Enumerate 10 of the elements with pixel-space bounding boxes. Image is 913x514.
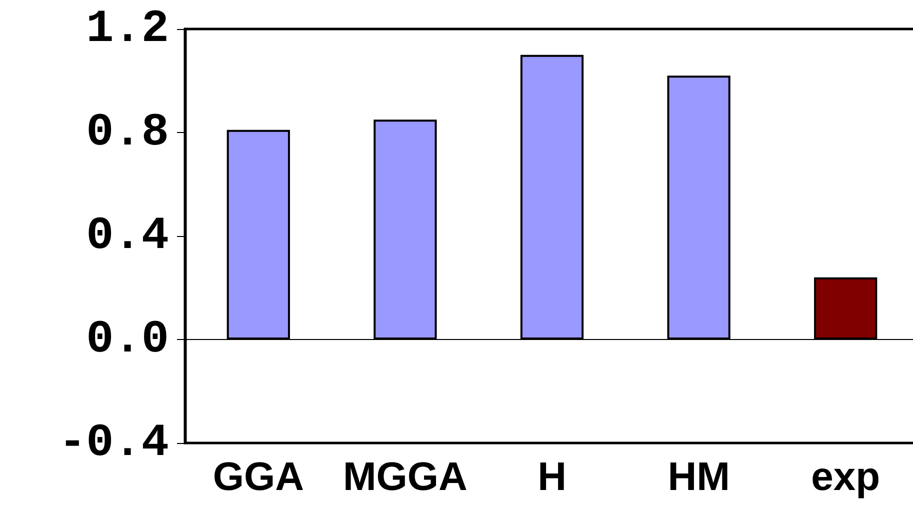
y-tick-label: 0.8 (86, 106, 169, 158)
x-tick-label: H (538, 455, 566, 499)
x-tick-label: GGA (212, 455, 304, 499)
y-tick-label: 0.0 (86, 314, 169, 366)
y-tick-label: 1.2 (86, 3, 169, 55)
y-tick-label: 0.4 (86, 210, 169, 262)
x-tick-label: HM (668, 455, 730, 499)
y-tick-label: -0.4 (58, 417, 169, 469)
x-tick-label: exp (811, 455, 880, 499)
x-tick-label: MGGA (342, 455, 468, 499)
